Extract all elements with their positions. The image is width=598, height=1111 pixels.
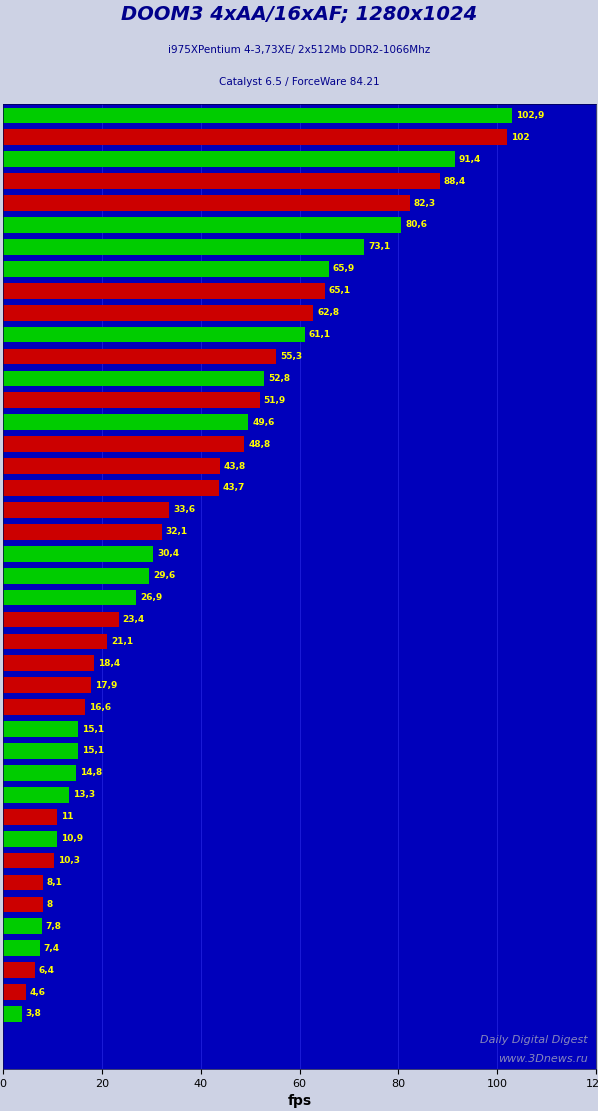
Text: 15,1: 15,1 [81, 747, 103, 755]
Bar [3, 349, 276, 364]
Bar [3, 633, 107, 649]
Text: 13,3: 13,3 [73, 790, 95, 799]
Text: 55,3: 55,3 [280, 352, 303, 361]
Bar [3, 327, 305, 342]
Bar [3, 787, 69, 803]
Bar [3, 437, 244, 452]
Text: 62,8: 62,8 [318, 308, 340, 317]
Bar [3, 370, 264, 387]
Text: 48,8: 48,8 [248, 440, 270, 449]
Text: 17,9: 17,9 [96, 681, 118, 690]
Text: 7,4: 7,4 [44, 943, 60, 953]
Bar [3, 1007, 22, 1022]
Text: 51,9: 51,9 [264, 396, 286, 404]
Bar [3, 196, 410, 211]
Bar [3, 283, 325, 299]
Bar [3, 721, 78, 737]
Bar [3, 392, 260, 408]
Text: 21,1: 21,1 [111, 637, 133, 645]
Text: Daily Digital Digest: Daily Digital Digest [480, 1034, 587, 1044]
Text: 43,7: 43,7 [223, 483, 245, 492]
Text: 6,4: 6,4 [39, 965, 54, 974]
Text: 49,6: 49,6 [252, 418, 274, 427]
Bar [3, 546, 153, 562]
Text: www.3Dnews.ru: www.3Dnews.ru [498, 1054, 587, 1064]
Bar [3, 897, 42, 912]
Text: 10,9: 10,9 [61, 834, 83, 843]
Bar [3, 940, 39, 957]
Text: 4,6: 4,6 [30, 988, 45, 997]
Text: 23,4: 23,4 [123, 615, 145, 624]
Text: 61,1: 61,1 [309, 330, 331, 339]
X-axis label: fps: fps [288, 1094, 312, 1108]
Bar [3, 743, 78, 759]
Bar [3, 217, 401, 233]
Bar [3, 678, 91, 693]
Text: 7,8: 7,8 [45, 922, 62, 931]
Bar [3, 480, 219, 496]
Bar [3, 655, 94, 671]
Bar [3, 524, 161, 540]
Bar [3, 414, 248, 430]
Bar [3, 151, 455, 167]
Text: DOOM3 4xAA/16xAF; 1280x1024: DOOM3 4xAA/16xAF; 1280x1024 [121, 4, 477, 23]
Text: 32,1: 32,1 [166, 528, 188, 537]
Bar [3, 874, 43, 890]
Text: 73,1: 73,1 [368, 242, 390, 251]
Bar [3, 809, 57, 824]
Text: 11: 11 [62, 812, 74, 821]
Bar [3, 502, 169, 518]
Text: 30,4: 30,4 [157, 549, 179, 558]
Text: 8,1: 8,1 [47, 878, 63, 887]
Bar [3, 239, 364, 254]
Bar [3, 852, 54, 869]
Bar [3, 108, 512, 123]
Text: 18,4: 18,4 [98, 659, 120, 668]
Bar [3, 129, 507, 146]
Text: 102: 102 [511, 133, 530, 142]
Text: 102,9: 102,9 [515, 111, 544, 120]
Text: 65,1: 65,1 [329, 287, 351, 296]
Bar [3, 458, 219, 474]
Text: 10,3: 10,3 [58, 857, 80, 865]
Text: 16,6: 16,6 [89, 702, 111, 712]
Text: 65,9: 65,9 [332, 264, 355, 273]
Bar [3, 173, 440, 189]
Text: 43,8: 43,8 [224, 461, 246, 471]
Text: Catalyst 6.5 / ForceWare 84.21: Catalyst 6.5 / ForceWare 84.21 [219, 78, 379, 88]
Text: 33,6: 33,6 [173, 506, 195, 514]
Text: 82,3: 82,3 [414, 199, 436, 208]
Text: 80,6: 80,6 [405, 220, 428, 230]
Text: i975XPentium 4-3,73XE/ 2x512Mb DDR2-1066Mhz: i975XPentium 4-3,73XE/ 2x512Mb DDR2-1066… [168, 46, 430, 56]
Text: 88,4: 88,4 [444, 177, 466, 186]
Bar [3, 765, 76, 781]
Text: 8: 8 [47, 900, 53, 909]
Bar [3, 261, 329, 277]
Bar [3, 304, 313, 321]
Bar [3, 611, 118, 628]
Text: 29,6: 29,6 [153, 571, 176, 580]
Bar [3, 919, 41, 934]
Text: 14,8: 14,8 [80, 769, 102, 778]
Text: 26,9: 26,9 [140, 593, 162, 602]
Bar [3, 831, 57, 847]
Bar [3, 962, 35, 978]
Text: 3,8: 3,8 [26, 1010, 42, 1019]
Bar [3, 984, 26, 1000]
Bar [3, 568, 150, 583]
Bar [3, 699, 85, 715]
Text: 15,1: 15,1 [81, 724, 103, 733]
Text: 52,8: 52,8 [268, 374, 290, 383]
Bar [3, 590, 136, 605]
Text: 91,4: 91,4 [459, 154, 481, 163]
